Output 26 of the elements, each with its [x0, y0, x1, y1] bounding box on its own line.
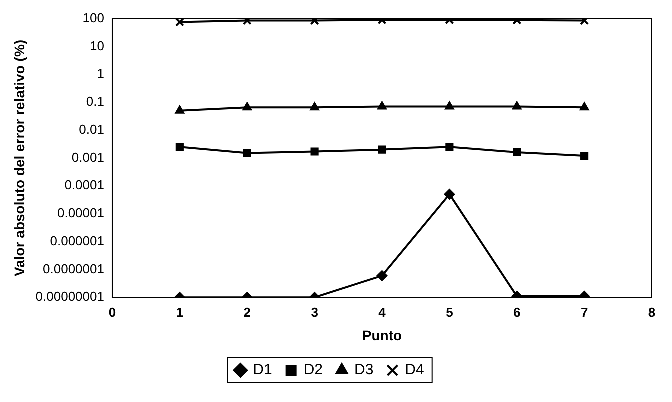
y-tick-label: 0.1 — [86, 94, 104, 110]
y-tick-label: 0.0001 — [64, 178, 104, 193]
x-tick-label: 6 — [514, 304, 521, 320]
x-tick-label: 4 — [378, 304, 387, 320]
legend-label: D2 — [304, 362, 324, 379]
x-tick-label: 3 — [311, 304, 318, 320]
x-tick-label: 5 — [446, 304, 454, 320]
x-tick-label: 2 — [244, 304, 251, 320]
y-tick-label: 0.00000001 — [36, 289, 104, 304]
y-tick-label: 0.001 — [72, 150, 104, 165]
legend-label: D3 — [354, 362, 374, 379]
x-axis-title: Punto — [362, 327, 402, 344]
y-tick-label: 0.00001 — [57, 206, 104, 221]
y-axis-title: Valor absoluto del error relativo (%) — [11, 40, 28, 276]
y-tick-label: 0.0000001 — [43, 261, 104, 276]
y-tick-label: 0.01 — [79, 122, 104, 137]
x-tick-label: 7 — [580, 304, 588, 320]
y-tick-label: 0.000001 — [50, 233, 104, 248]
y-tick-label: 100 — [82, 10, 104, 26]
legend-label: D4 — [405, 362, 424, 379]
legend-label: D1 — [253, 362, 272, 379]
x-tick-label: 8 — [648, 304, 656, 320]
x-tick-label: 0 — [108, 304, 116, 320]
y-tick-label: 10 — [90, 38, 104, 54]
x-tick-label: 1 — [176, 304, 184, 320]
y-tick-label: 1 — [97, 66, 104, 82]
